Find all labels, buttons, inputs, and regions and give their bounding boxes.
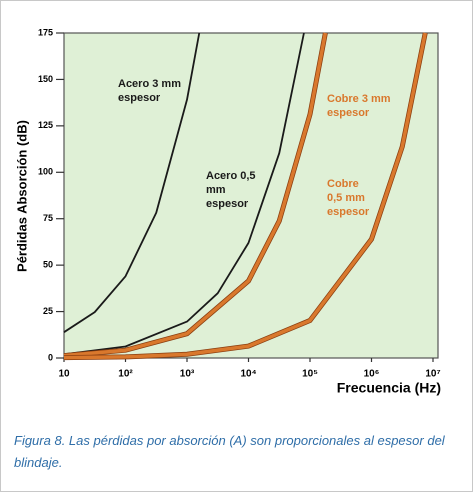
series-label: Cobre 3 mm espesor bbox=[327, 93, 391, 119]
line bbox=[63, 32, 328, 358]
plot-area bbox=[63, 32, 439, 359]
y-tick-label: 100 bbox=[38, 167, 53, 177]
x-tick-label: 10⁴ bbox=[240, 369, 256, 380]
series-label: Acero 3 mm espesor bbox=[118, 78, 181, 104]
x-tick-label: 10 bbox=[58, 369, 70, 380]
y-axis-title: Pérdidas Absorción (dB) bbox=[14, 120, 29, 272]
x-tick-label: 10² bbox=[118, 369, 133, 380]
x-tick-label: 10⁵ bbox=[302, 369, 318, 380]
line bbox=[63, 32, 201, 333]
y-tick-label: 125 bbox=[38, 120, 53, 130]
x-axis-title: Frecuencia (Hz) bbox=[337, 380, 441, 396]
line bbox=[63, 32, 305, 356]
y-tick-label: 25 bbox=[43, 306, 53, 316]
x-tick-label: 10³ bbox=[180, 369, 195, 380]
y-tick-label: 175 bbox=[38, 27, 53, 37]
series-label: Cobre 0,5 mm espesor bbox=[327, 178, 370, 218]
chart: Pérdidas Absorción (dB) Frecuencia (Hz) … bbox=[14, 27, 441, 396]
x-tick-label: 10⁶ bbox=[364, 369, 380, 380]
y-tick-label: 150 bbox=[38, 74, 53, 84]
y-tick-label: 0 bbox=[48, 352, 53, 362]
x-tick-label: 10⁷ bbox=[425, 369, 440, 380]
y-tick-label: 75 bbox=[43, 213, 53, 223]
line bbox=[63, 32, 427, 360]
series-label: Acero 0,5 mm espesor bbox=[206, 170, 256, 210]
caption: Figura 8. Las pérdidas por absorción (A)… bbox=[14, 433, 445, 470]
y-tick-label: 50 bbox=[43, 260, 53, 270]
